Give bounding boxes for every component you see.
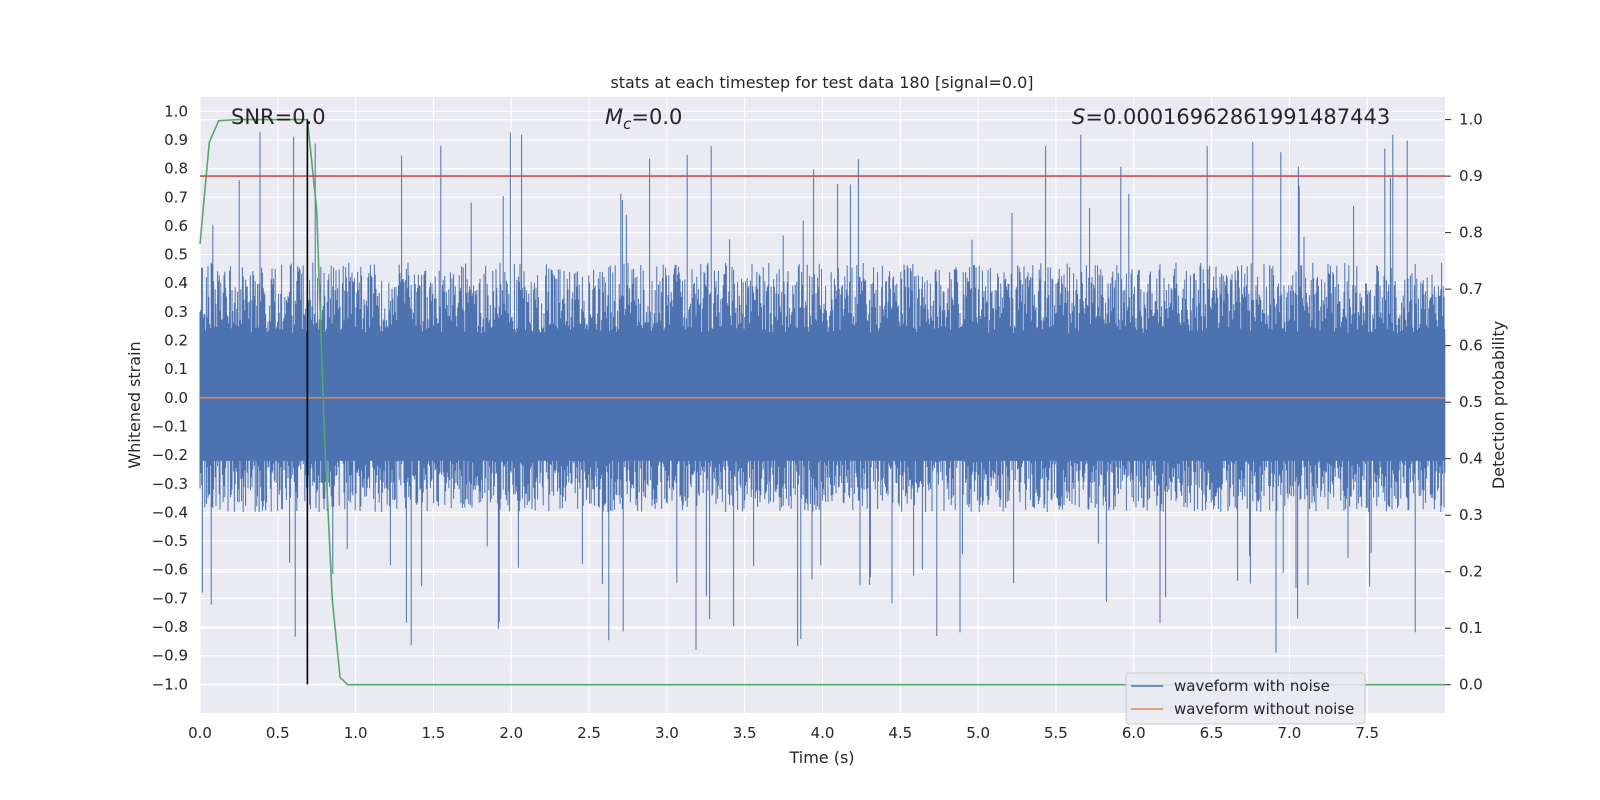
y2-tick-label: 0.8: [1459, 224, 1483, 242]
y-tick-label: −0.8: [152, 618, 188, 636]
x-tick-label: 2.5: [577, 724, 601, 742]
y-tick-label: −0.3: [152, 475, 188, 493]
y2-tick-label: 0.6: [1459, 337, 1483, 355]
x-tick-label: 2.0: [499, 724, 523, 742]
x-tick-label: 7.0: [1277, 724, 1301, 742]
right-axis-ticks: 1.0 0.9 0.8 0.7 0.6 0.5 0.4 0.3 0.2 0.1 0.0: [1445, 111, 1483, 694]
y2-tick-label: 0.3: [1459, 506, 1483, 524]
left-axis-ticks: 1.0 0.9 0.8 0.7 0.6 0.5 0.4 0.3 0.2 0.1 0.0 −0.1 −0.…: [152, 102, 188, 693]
x-tick-label: 1.5: [422, 724, 446, 742]
y-tick-label: 0.1: [164, 360, 188, 378]
mc-symbol: M: [605, 105, 623, 129]
x-tick-label: 3.5: [733, 724, 757, 742]
x-tick-label: 4.0: [811, 724, 835, 742]
y2-tick-label: 0.2: [1459, 563, 1483, 581]
y-tick-label: −0.4: [152, 503, 188, 521]
y2-axis-label: Detection probability: [1489, 321, 1508, 489]
mc-subscript: c: [623, 115, 632, 133]
s-annotation: S=0.00016962861991487443: [1072, 105, 1390, 129]
y2-tick-label: 0.0: [1459, 676, 1483, 694]
y-tick-label: −0.5: [152, 532, 188, 550]
legend: waveform with noise waveform without noi…: [1125, 672, 1366, 725]
x-tick-label: 6.5: [1200, 724, 1224, 742]
x-tick-label: 3.0: [655, 724, 679, 742]
y2-tick-label: 0.9: [1459, 167, 1483, 185]
chart-title: stats at each timestep for test data 180…: [610, 73, 1033, 92]
data-lines: [199, 118, 1445, 686]
x-axis-ticks: 0.0 0.5 1.0 1.5 2.0 2.5 3.0 3.5 4.0 4.5 5.0 5.5 6.0 6…: [188, 724, 1379, 742]
legend-label-clean: waveform without noise: [1174, 700, 1354, 718]
s-value: =0.00016962861991487443: [1085, 105, 1390, 129]
x-tick-label: 5.0: [966, 724, 990, 742]
y-tick-label: −0.9: [152, 647, 188, 665]
chirp-mass-annotation: Mc=0.0: [605, 105, 682, 133]
y2-tick-label: 1.0: [1459, 111, 1483, 129]
y-tick-label: 0.3: [164, 303, 188, 321]
y-tick-label: 0.8: [164, 160, 188, 178]
x-tick-label: 0.5: [266, 724, 290, 742]
y-tick-label: −0.1: [152, 417, 188, 435]
y2-tick-label: 0.1: [1459, 619, 1483, 637]
y-tick-label: −1.0: [152, 675, 188, 693]
y-tick-label: −0.6: [152, 561, 188, 579]
y-tick-label: 0.9: [164, 131, 188, 149]
y2-tick-label: 0.4: [1459, 450, 1483, 468]
y-tick-label: 0.6: [164, 217, 188, 235]
x-tick-label: 6.0: [1122, 724, 1146, 742]
y-tick-label: 0.5: [164, 246, 188, 264]
y2-tick-label: 0.7: [1459, 280, 1483, 298]
y-tick-label: −0.2: [152, 446, 188, 464]
x-tick-label: 1.0: [344, 724, 368, 742]
x-tick-label: 4.5: [888, 724, 912, 742]
y-tick-label: 0.0: [164, 389, 188, 407]
x-tick-label: 0.0: [188, 724, 212, 742]
y-tick-label: 0.7: [164, 188, 188, 206]
snr-annotation: SNR=0.0: [231, 105, 326, 129]
s-symbol: S: [1072, 105, 1085, 129]
y-tick-label: 0.4: [164, 274, 188, 292]
series-line-2: [199, 118, 1445, 686]
y-tick-label: 1.0: [164, 102, 188, 120]
x-tick-label: 7.5: [1355, 724, 1379, 742]
x-axis-label: Time (s): [788, 748, 854, 767]
mc-value: =0.0: [631, 105, 682, 129]
y-axis-label: Whitened strain: [125, 341, 144, 468]
y-tick-label: 0.2: [164, 332, 188, 350]
y2-tick-label: 0.5: [1459, 393, 1483, 411]
legend-box: [1125, 672, 1366, 725]
legend-label-noise: waveform with noise: [1174, 677, 1330, 695]
noise-waveform-core: [200, 351, 1445, 461]
waveform-with-noise-series: [199, 132, 1446, 653]
y-tick-label: −0.7: [152, 589, 188, 607]
x-tick-label: 5.5: [1044, 724, 1068, 742]
